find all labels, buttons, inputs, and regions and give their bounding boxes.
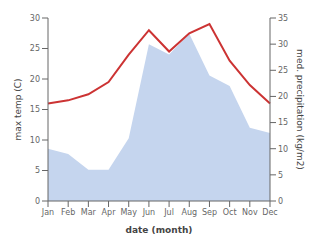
svg-text:Dec: Dec xyxy=(262,208,277,217)
svg-text:May: May xyxy=(120,208,137,217)
svg-text:Sep: Sep xyxy=(202,208,217,217)
svg-text:Mar: Mar xyxy=(81,208,97,217)
svg-text:Jul: Jul xyxy=(163,208,174,217)
svg-text:5: 5 xyxy=(35,166,40,175)
svg-text:25: 25 xyxy=(30,44,40,53)
svg-text:Jan: Jan xyxy=(41,208,54,217)
svg-text:30: 30 xyxy=(278,40,288,49)
svg-text:Aug: Aug xyxy=(181,208,197,217)
svg-text:15: 15 xyxy=(30,105,40,114)
svg-text:20: 20 xyxy=(278,92,288,101)
svg-text:date (month): date (month) xyxy=(126,225,193,235)
svg-text:Nov: Nov xyxy=(242,208,258,217)
svg-text:30: 30 xyxy=(30,14,40,23)
svg-text:Jun: Jun xyxy=(142,208,156,217)
svg-text:Apr: Apr xyxy=(102,208,117,217)
svg-text:max temp (C): max temp (C) xyxy=(13,78,23,140)
svg-text:5: 5 xyxy=(278,171,283,180)
svg-text:15: 15 xyxy=(278,118,288,127)
svg-text:Oct: Oct xyxy=(223,208,237,217)
svg-text:0: 0 xyxy=(35,197,40,206)
svg-text:0: 0 xyxy=(278,197,283,206)
svg-text:med. precipitation (kg/m2): med. precipitation (kg/m2) xyxy=(295,49,305,170)
svg-text:35: 35 xyxy=(278,14,288,23)
svg-text:Feb: Feb xyxy=(61,208,75,217)
svg-text:10: 10 xyxy=(30,136,40,145)
svg-text:20: 20 xyxy=(30,75,40,84)
svg-text:25: 25 xyxy=(278,66,288,75)
svg-text:10: 10 xyxy=(278,145,288,154)
